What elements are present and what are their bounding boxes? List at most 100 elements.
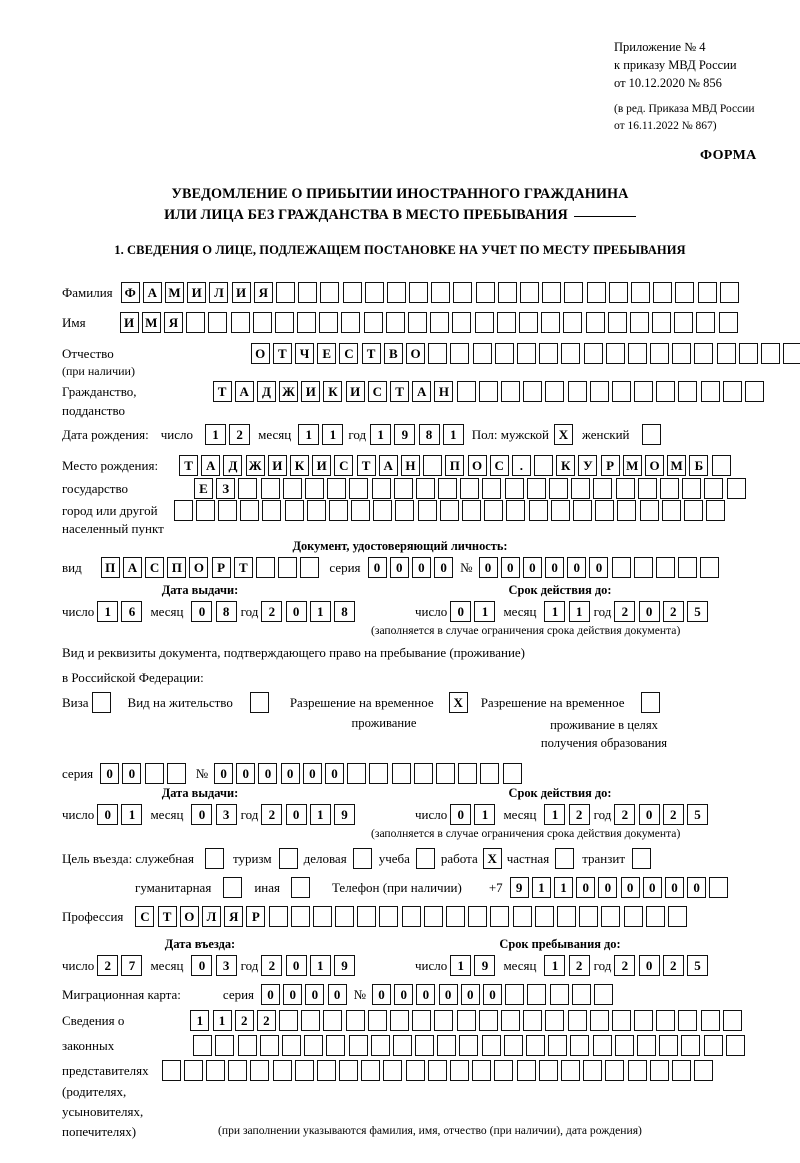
char-cell[interactable]: А [412, 381, 432, 402]
char-cell[interactable] [678, 381, 698, 402]
char-cell[interactable] [534, 455, 554, 476]
sex-female-checkbox[interactable] [641, 424, 661, 445]
char-cell[interactable] [484, 500, 504, 521]
char-cell[interactable] [678, 1010, 698, 1031]
char-cell[interactable] [304, 478, 324, 499]
char-cell[interactable] [475, 282, 495, 303]
char-cell[interactable] [373, 500, 393, 521]
char-cell[interactable] [629, 312, 649, 333]
char-cell[interactable] [385, 312, 405, 333]
char-cell[interactable] [614, 1035, 634, 1056]
char-cell[interactable] [252, 312, 272, 333]
char-cell[interactable]: 2 [568, 804, 590, 825]
char-cell[interactable]: Т [361, 343, 381, 364]
char-cell[interactable] [783, 343, 800, 364]
char-cell[interactable] [630, 282, 650, 303]
char-cell[interactable]: У [578, 455, 598, 476]
char-cell[interactable] [282, 478, 302, 499]
char-cell[interactable]: Т [356, 455, 376, 476]
char-cell[interactable]: С [135, 906, 155, 927]
char-cell[interactable] [500, 381, 520, 402]
char-cell[interactable] [497, 282, 517, 303]
char-cell[interactable] [675, 282, 695, 303]
char-cell[interactable] [711, 455, 731, 476]
char-cell[interactable] [601, 906, 621, 927]
char-cell[interactable] [726, 478, 746, 499]
char-cell[interactable]: 9 [509, 877, 529, 898]
char-cell[interactable]: С [145, 557, 165, 578]
char-cell[interactable] [586, 282, 606, 303]
char-cell[interactable] [434, 1010, 454, 1031]
char-cell[interactable]: 0 [283, 984, 303, 1005]
char-cell[interactable] [738, 343, 758, 364]
char-cell[interactable] [503, 1035, 523, 1056]
char-cell[interactable] [238, 478, 258, 499]
char-cell[interactable]: Я [224, 906, 244, 927]
char-cell[interactable] [585, 312, 605, 333]
char-cell[interactable]: М [667, 455, 687, 476]
char-cell[interactable]: 7 [121, 955, 143, 976]
char-cell[interactable] [306, 500, 326, 521]
char-cell[interactable]: Д [256, 381, 276, 402]
char-cell[interactable]: 5 [686, 601, 708, 622]
char-cell[interactable] [564, 282, 584, 303]
char-cell[interactable]: К [323, 381, 343, 402]
char-cell[interactable] [652, 312, 672, 333]
char-cell[interactable] [722, 381, 742, 402]
char-cell[interactable] [393, 478, 413, 499]
char-cell[interactable] [262, 500, 282, 521]
char-cell[interactable]: О [179, 906, 199, 927]
char-cell[interactable] [320, 282, 340, 303]
char-cell[interactable] [208, 312, 228, 333]
residence-permit-checkbox[interactable] [249, 692, 269, 713]
char-cell[interactable] [323, 1010, 343, 1031]
char-cell[interactable]: 0 [642, 877, 662, 898]
char-cell[interactable] [615, 478, 635, 499]
char-cell[interactable] [316, 1060, 336, 1081]
char-cell[interactable]: 2 [261, 804, 283, 825]
char-cell[interactable]: 1 [474, 601, 496, 622]
char-cell[interactable]: О [250, 343, 270, 364]
char-cell[interactable]: 1 [450, 955, 472, 976]
char-cell[interactable]: А [142, 282, 162, 303]
char-cell[interactable] [494, 343, 514, 364]
char-cell[interactable] [367, 1010, 387, 1031]
char-cell[interactable]: О [645, 455, 664, 476]
purpose-humanitarian-checkbox[interactable] [223, 877, 243, 898]
char-cell[interactable] [409, 282, 429, 303]
char-cell[interactable] [228, 1060, 248, 1081]
char-cell[interactable] [523, 1010, 543, 1031]
char-cell[interactable]: 0 [100, 763, 120, 784]
char-cell[interactable] [386, 282, 406, 303]
char-cell[interactable] [230, 312, 250, 333]
char-cell[interactable] [437, 1035, 457, 1056]
char-cell[interactable] [634, 1010, 654, 1031]
char-cell[interactable]: И [187, 282, 207, 303]
char-cell[interactable]: А [201, 455, 221, 476]
char-cell[interactable] [697, 282, 717, 303]
purpose-work-checkbox[interactable]: X [482, 848, 502, 869]
char-cell[interactable] [516, 343, 536, 364]
char-cell[interactable] [645, 906, 665, 927]
char-cell[interactable]: 0 [638, 601, 660, 622]
char-cell[interactable] [328, 500, 348, 521]
char-cell[interactable] [696, 312, 716, 333]
char-cell[interactable] [472, 343, 492, 364]
char-cell[interactable] [549, 984, 569, 1005]
char-cell[interactable]: 0 [285, 955, 307, 976]
char-cell[interactable] [371, 478, 391, 499]
char-cell[interactable] [478, 1010, 498, 1031]
char-cell[interactable] [683, 500, 703, 521]
char-cell[interactable]: 0 [522, 557, 542, 578]
char-cell[interactable] [186, 312, 206, 333]
char-cell[interactable]: 1 [568, 601, 590, 622]
char-cell[interactable] [534, 906, 554, 927]
char-cell[interactable] [183, 1060, 203, 1081]
char-cell[interactable] [250, 1060, 270, 1081]
char-cell[interactable] [583, 343, 603, 364]
char-cell[interactable] [268, 906, 288, 927]
purpose-other-checkbox[interactable] [290, 877, 310, 898]
char-cell[interactable] [240, 500, 260, 521]
char-cell[interactable] [412, 1010, 432, 1031]
temp-residence-edu-checkbox[interactable] [640, 692, 660, 713]
